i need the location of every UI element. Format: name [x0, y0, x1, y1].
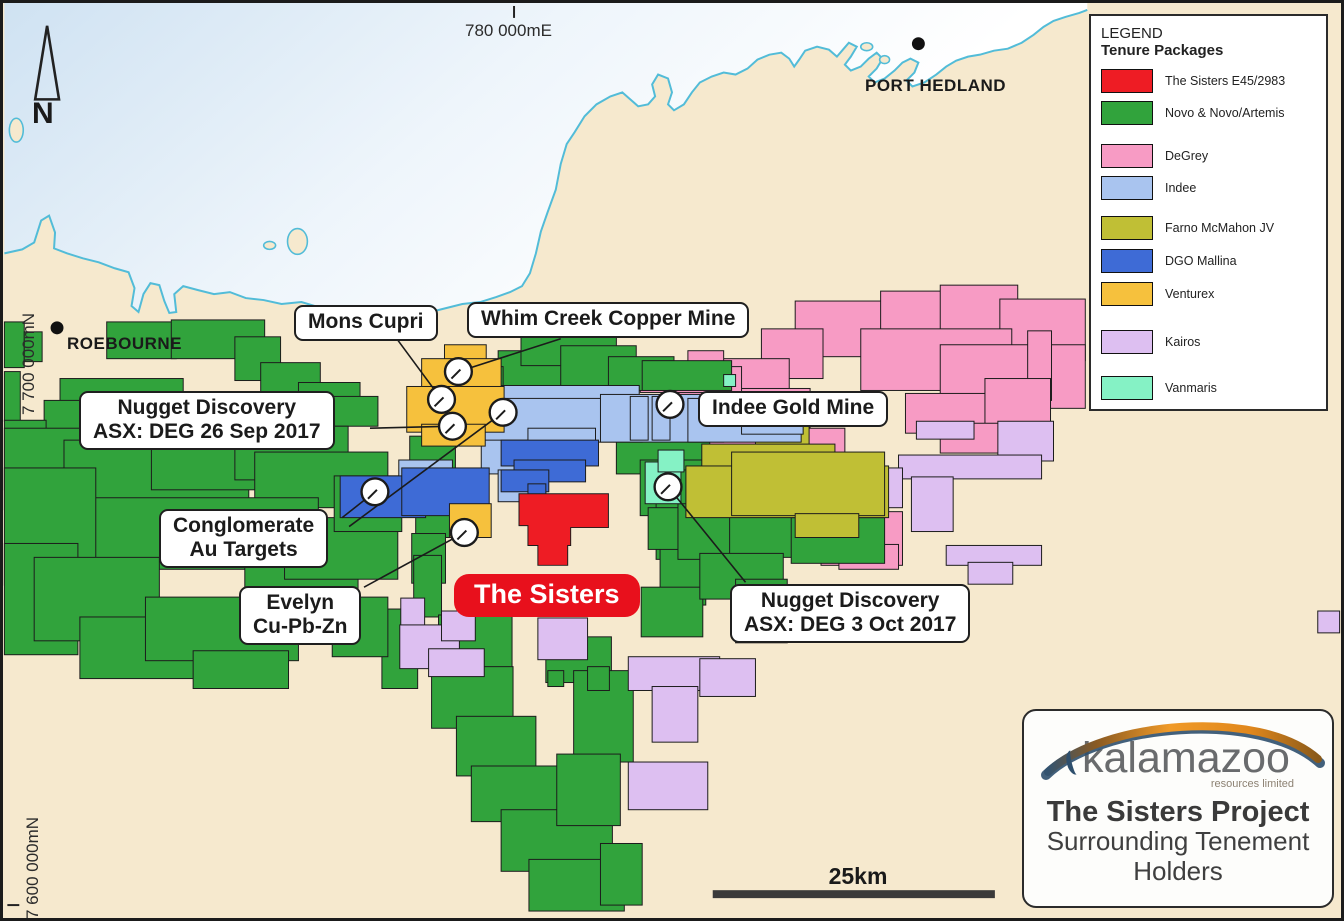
- callout-indee-gold-mine: Indee Gold Mine: [698, 391, 889, 427]
- leader-line: [348, 411, 504, 528]
- legend-label: Vanmaris: [1165, 381, 1217, 395]
- callout-line: Au Targets: [189, 537, 298, 561]
- tenure-kairos-polygons: [399, 420, 1341, 811]
- legend-swatch-venturex: [1101, 282, 1153, 306]
- mine-marker: [449, 517, 479, 548]
- the-sisters-label: The Sisters: [454, 574, 640, 617]
- leader-line: [458, 338, 561, 373]
- callout-line: ASX: DEG 3 Oct 2017: [744, 612, 957, 636]
- legend-swatch-vanmaris: [1101, 376, 1153, 400]
- mine-marker: [655, 389, 685, 419]
- legend-title: LEGEND: [1101, 25, 1163, 42]
- legend-panel: LEGEND Tenure Packages The Sisters E45/2…: [1089, 14, 1328, 411]
- legend-swatch-sisters: [1101, 69, 1153, 93]
- legend-row: The Sisters E45/2983: [1101, 69, 1316, 93]
- legend-row: Venturex: [1101, 282, 1316, 306]
- callout-whim-creek: Whim Creek Copper Mine: [467, 302, 750, 338]
- legend-row: Indee: [1101, 176, 1316, 200]
- legend-swatch-degrey: [1101, 144, 1153, 168]
- legend-label: Novo & Novo/Artemis: [1165, 106, 1285, 120]
- easting-label: 780 000mE: [465, 21, 552, 40]
- callout-line: Nugget Discovery: [117, 396, 297, 419]
- title-box: kalamazoo resources limited The Sisters …: [1022, 709, 1334, 908]
- legend-row: Kairos: [1101, 330, 1316, 354]
- coastline: [4, 9, 1088, 336]
- legend-swatch-dgo: [1101, 249, 1153, 273]
- legend-swatch-indee: [1101, 176, 1153, 200]
- callout-conglomerate-au-targets: Conglomerate Au Targets: [159, 509, 329, 569]
- callout-nugget-discovery-sep: Nugget Discovery ASX: DEG 26 Sep 2017: [79, 391, 335, 451]
- legend-row: Farno McMahon JV: [1101, 216, 1316, 240]
- callout-nugget-discovery-oct: Nugget Discovery ASX: DEG 3 Oct 2017: [730, 584, 971, 644]
- legend-row: DGO Mallina: [1101, 249, 1316, 273]
- legend-label: Venturex: [1165, 287, 1215, 301]
- leader-line: [667, 486, 747, 583]
- port-hedland-dot: [911, 37, 925, 51]
- legend-label: Indee: [1165, 181, 1197, 195]
- northing-bottom-label: 7 600 000mN: [23, 816, 42, 919]
- mine-marker: [437, 411, 468, 441]
- map-subtitle-line2: Holders: [1133, 855, 1223, 886]
- legend-label: Kairos: [1165, 335, 1201, 349]
- mine-marker: [488, 397, 518, 427]
- legend-swatch-novo: [1101, 101, 1153, 125]
- map-subtitle-line1: Surrounding Tenement: [1046, 826, 1310, 857]
- callout-line: ASX: DEG 26 Sep 2017: [93, 419, 321, 443]
- city-label-port-hedland: PORT HEDLAND: [865, 76, 1007, 95]
- legend-row: Vanmaris: [1101, 376, 1316, 400]
- legend-row: Novo & Novo/Artemis: [1101, 101, 1316, 125]
- city-label-roebourne: ROEBOURNE: [67, 334, 183, 353]
- northing-top-label: 7 700 000mN: [19, 312, 38, 415]
- callout-line: Evelyn: [266, 591, 335, 614]
- legend-subtitle: Tenure Packages: [1101, 42, 1224, 59]
- kalamazoo-swoosh-icon: [1041, 722, 1325, 780]
- mine-marker: [426, 384, 457, 415]
- legend-label: The Sisters E45/2983: [1165, 74, 1286, 88]
- mine-marker: [653, 472, 683, 502]
- brand-tagline: resources limited: [1210, 778, 1294, 790]
- north-label: N: [32, 97, 54, 130]
- callout-line: Cu-Pb-Zn: [253, 614, 348, 638]
- mine-markers: [360, 356, 685, 548]
- north-arrow-icon: [33, 25, 61, 101]
- map-title: The Sisters Project: [1046, 796, 1310, 828]
- legend-swatch-kairos: [1101, 330, 1153, 354]
- mine-marker: [360, 477, 390, 507]
- legend-row: DeGrey: [1101, 144, 1316, 168]
- legend-label: DGO Mallina: [1165, 254, 1237, 268]
- tenure-sisters-polygon: [518, 493, 609, 566]
- callout-line: Conglomerate: [173, 514, 315, 537]
- legend-label: DeGrey: [1165, 149, 1209, 163]
- scale-label: 25km: [828, 863, 888, 889]
- leader-line: [363, 531, 465, 588]
- roebourne-dot: [50, 321, 64, 335]
- scale-bar: [712, 890, 995, 899]
- callout-mons-cupri: Mons Cupri: [294, 305, 438, 341]
- legend-label: Farno McMahon JV: [1165, 221, 1275, 235]
- callout-line: Nugget Discovery: [760, 589, 940, 612]
- islands: [8, 41, 891, 256]
- sea: [4, 3, 1088, 334]
- mine-marker: [443, 356, 474, 387]
- legend-swatch-farno: [1101, 216, 1153, 240]
- callout-evelyn: Evelyn Cu-Pb-Zn: [239, 586, 362, 646]
